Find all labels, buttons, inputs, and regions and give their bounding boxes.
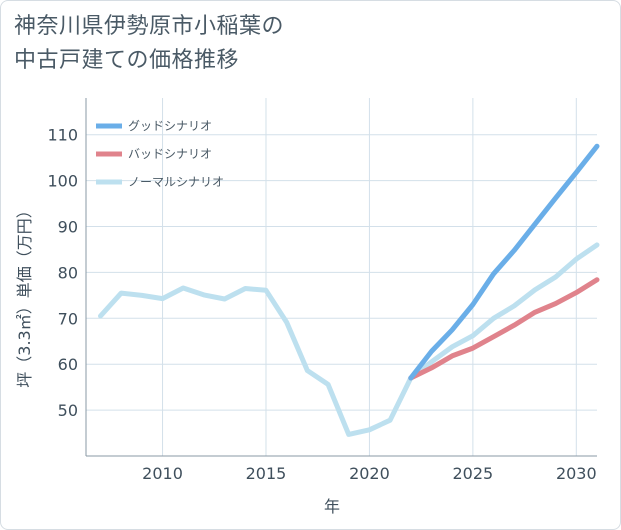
y-tick-label-80: 80 [58,263,78,282]
y-tick-label-60: 60 [58,355,78,374]
series-line-1 [408,277,600,381]
x-tick-label-2020: 2020 [349,464,390,483]
series-line-0 [408,143,600,381]
x-axis: 2010 2015 2020 2025 2030 [142,464,596,483]
y-tick-label-90: 90 [58,218,78,237]
series-line-2 [98,242,600,437]
chart-title-line1: 神奈川県伊勢原市小稲葉の [14,14,285,39]
chart-title: 神奈川県伊勢原市小稲葉の 中古戸建ての価格推移 [14,10,434,78]
chart-title-line2: 中古戸建ての価格推移 [14,48,240,73]
plot-area [86,98,597,456]
y-tick-label-70: 70 [58,309,78,328]
series-lines [98,143,600,437]
legend-label-0: グッドシナリオ [128,119,212,133]
grid [85,98,597,457]
x-tick-label-2015: 2015 [246,464,287,483]
x-tick-label-2030: 2030 [556,464,597,483]
x-tick-label-2010: 2010 [142,464,183,483]
x-tick-label-2025: 2025 [453,464,494,483]
y-tick-label-100: 100 [47,172,78,191]
y-axis-label: 坪（3.3㎡）単価（万円） [15,202,34,387]
x-axis-label: 年 [324,497,340,516]
legend-label-1: バッドシナリオ [128,147,212,161]
y-axis: 50 60 70 80 90 100 110 [47,126,78,420]
y-tick-label-110: 110 [47,126,78,145]
y-tick-label-50: 50 [58,401,78,420]
legend-label-2: ノーマルシナリオ [128,175,224,189]
